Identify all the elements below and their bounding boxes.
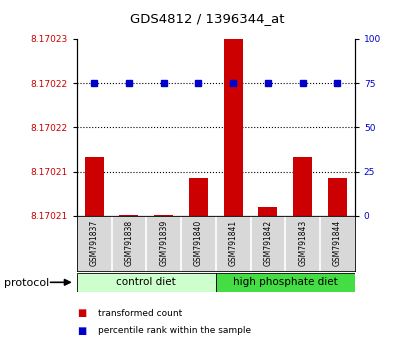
Bar bbox=[216, 273, 355, 292]
Text: GSM791838: GSM791838 bbox=[124, 220, 133, 267]
Bar bbox=[224, 27, 243, 216]
Text: protocol: protocol bbox=[4, 278, 49, 288]
Bar bbox=[120, 215, 139, 216]
Bar bbox=[293, 157, 312, 216]
Text: GSM791844: GSM791844 bbox=[333, 220, 342, 267]
Bar bbox=[77, 273, 216, 292]
Bar bbox=[189, 178, 208, 216]
Text: ■: ■ bbox=[77, 308, 86, 318]
Text: GSM791839: GSM791839 bbox=[159, 220, 168, 267]
Text: GSM791841: GSM791841 bbox=[229, 220, 238, 267]
Text: ■: ■ bbox=[77, 326, 86, 336]
Text: GSM791837: GSM791837 bbox=[90, 220, 99, 267]
Text: GSM791842: GSM791842 bbox=[264, 220, 272, 267]
Text: GSM791843: GSM791843 bbox=[298, 220, 307, 267]
Text: GDS4812 / 1396344_at: GDS4812 / 1396344_at bbox=[130, 12, 285, 25]
Text: percentile rank within the sample: percentile rank within the sample bbox=[98, 326, 251, 336]
Text: control diet: control diet bbox=[117, 277, 176, 287]
Text: transformed count: transformed count bbox=[98, 309, 182, 318]
Bar bbox=[85, 157, 104, 216]
Bar bbox=[154, 215, 173, 216]
Bar bbox=[259, 206, 278, 216]
Bar bbox=[328, 178, 347, 216]
Text: GSM791840: GSM791840 bbox=[194, 220, 203, 267]
Text: high phosphate diet: high phosphate diet bbox=[233, 277, 338, 287]
